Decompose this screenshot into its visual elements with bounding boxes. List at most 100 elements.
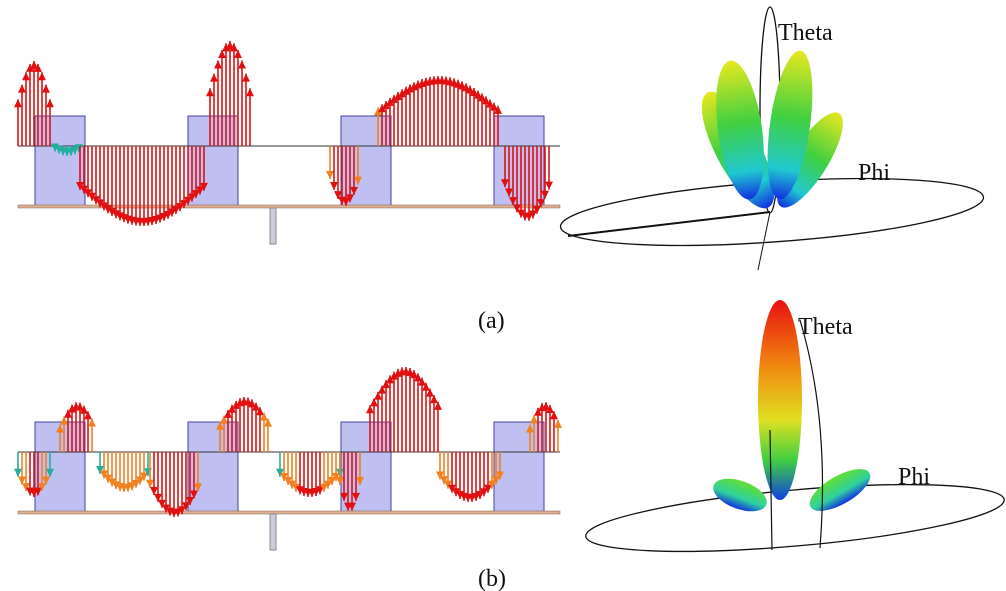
arrow-head [406, 84, 414, 93]
arrow-head [546, 405, 554, 414]
arrow-head [374, 391, 382, 400]
arrow-head [46, 468, 54, 477]
panel-label: (b) [478, 566, 506, 591]
lobe [809, 469, 871, 511]
arrow-head [26, 63, 34, 72]
arrow-head [174, 508, 182, 517]
arrow-head [18, 84, 26, 93]
arrow-head [324, 480, 332, 489]
arrow-head [406, 367, 414, 376]
lobe [716, 60, 764, 200]
arrow-head [444, 480, 452, 489]
arrow-head [84, 411, 92, 420]
arrow-head [180, 200, 188, 209]
arrow-head [533, 205, 541, 214]
arrow-head [350, 186, 358, 195]
arrow-head [196, 186, 204, 195]
radiation-pattern-a: Theta Phi [559, 6, 985, 271]
arrow-head [186, 496, 194, 505]
element [493, 115, 545, 147]
arrow-head [476, 490, 484, 499]
theta-label: Theta [778, 20, 833, 46]
arrow-head [80, 405, 88, 414]
arrow-head [230, 43, 238, 52]
arrow-head [14, 99, 22, 108]
phi-label: Phi [898, 464, 930, 490]
arrow-head [34, 487, 42, 496]
arrow-head [545, 181, 553, 190]
arrow-head [100, 470, 108, 479]
arrow-head [194, 483, 202, 492]
arrow-head [352, 492, 360, 501]
arrow-head [280, 472, 288, 481]
axis [757, 211, 771, 271]
arrow-head [168, 208, 176, 217]
arrow-head [542, 402, 550, 411]
arrow-head [534, 407, 542, 416]
arrow-head [480, 488, 488, 497]
arrow-head [486, 99, 494, 108]
arrow-head [172, 205, 180, 214]
arrow-head [436, 471, 444, 480]
arrow-head [320, 483, 328, 492]
theta-label: Theta [798, 314, 853, 340]
arrow-head [176, 203, 184, 212]
arrow-head [75, 144, 83, 153]
arrow-head [200, 182, 208, 191]
arrow-head [164, 210, 172, 219]
arrow-head [132, 479, 140, 488]
arrow-head [525, 212, 533, 221]
arrow-head [346, 194, 354, 203]
arrow-head [288, 480, 296, 489]
arrow-head [92, 196, 100, 205]
arrow-head [234, 50, 242, 59]
arrow-head [390, 94, 398, 103]
radiation-pattern-b: Theta Phi [585, 300, 1005, 553]
arrow-head [256, 407, 264, 416]
element [34, 451, 86, 513]
arrow-head [218, 50, 226, 59]
arrow-head [292, 483, 300, 492]
arrow-head [434, 401, 442, 410]
arrow-head [51, 143, 59, 152]
arrow-head [332, 472, 340, 481]
element [187, 451, 239, 513]
arrow-head [348, 502, 356, 511]
element [340, 115, 392, 147]
arrow-head [136, 476, 144, 485]
arrow-head [541, 190, 549, 199]
ground [17, 204, 561, 209]
arrow-head [501, 179, 509, 188]
arrow-head [56, 424, 64, 433]
feed [269, 207, 277, 245]
arrow-head [222, 43, 230, 52]
ground [17, 510, 561, 515]
arrow-head [224, 409, 232, 418]
arrow-head [492, 476, 500, 485]
arrow-head [68, 404, 76, 413]
arrow-head [430, 395, 438, 404]
arrow-head [440, 476, 448, 485]
arrow-head [496, 471, 504, 480]
element [493, 421, 545, 453]
arrow-head [154, 493, 162, 502]
arrow-head [386, 97, 394, 106]
arrow-head [529, 210, 537, 219]
element [34, 115, 86, 147]
arrow-head [354, 176, 362, 185]
feed [269, 513, 277, 551]
arrow-head [505, 188, 513, 197]
arrow-head [509, 197, 517, 206]
arrow-head [18, 476, 26, 485]
arrow-head [178, 506, 186, 515]
arrow-head [326, 171, 334, 179]
arrow-head [284, 476, 292, 485]
arrow-head [378, 385, 386, 394]
arrow-head [60, 416, 68, 425]
arrow-head [410, 370, 418, 379]
arrow-head [342, 197, 350, 206]
arrow-head [108, 207, 116, 216]
arrow-head [104, 205, 112, 214]
arrow-head [150, 487, 158, 496]
lobe [767, 50, 813, 200]
